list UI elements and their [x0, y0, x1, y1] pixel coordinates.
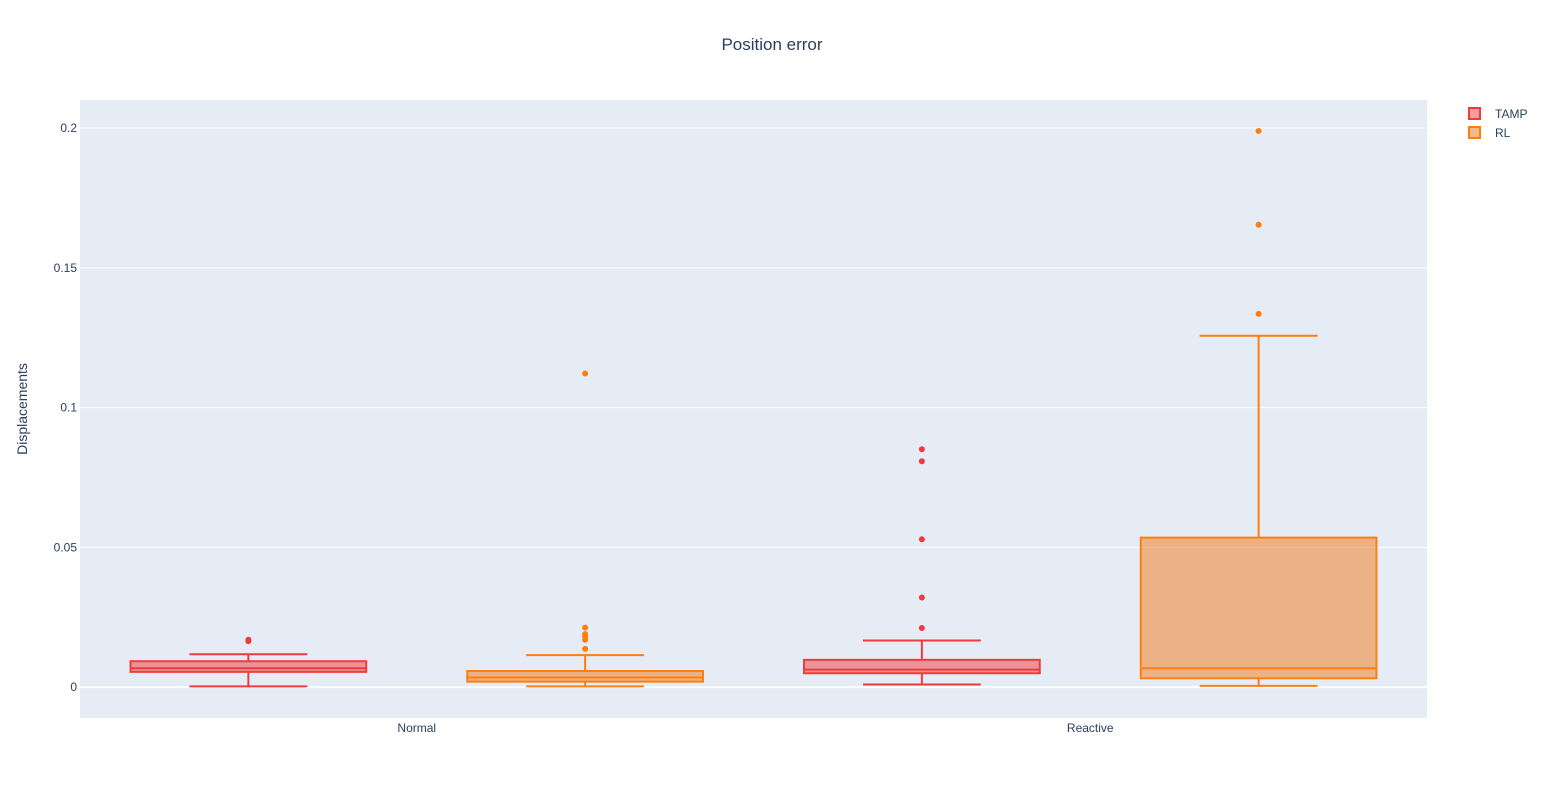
- outlier-point: [245, 636, 252, 643]
- box-body: [803, 658, 1041, 675]
- box-tamp-normal: [129, 636, 368, 688]
- x-axis-ticks: Normal Reactive: [397, 721, 1114, 735]
- chart-title: Position error: [721, 35, 822, 54]
- box-rl-reactive: [1139, 128, 1378, 687]
- outlier-point: [918, 624, 925, 631]
- box-body: [129, 660, 368, 673]
- y-axis-ticks: 0 0.05 0.1 0.15 0.2: [54, 121, 78, 694]
- box-body: [466, 670, 704, 683]
- legend-swatch-rl: [1468, 126, 1481, 139]
- outlier-point: [582, 645, 589, 652]
- outlier-point: [1255, 310, 1262, 317]
- series-rl: [466, 128, 1378, 688]
- y-tick-label: 0.05: [54, 540, 78, 554]
- outlier-point: [918, 594, 925, 601]
- outlier-point: [918, 458, 925, 465]
- y-axis-title: Displacements: [14, 363, 30, 455]
- box-traces: [129, 128, 1378, 688]
- y-tick-label: 0: [70, 680, 77, 694]
- x-tick-label: Reactive: [1067, 721, 1114, 735]
- outlier-point: [1255, 221, 1262, 228]
- outlier-point: [918, 446, 925, 453]
- legend-label-tamp: TAMP: [1495, 107, 1527, 121]
- outlier-point: [918, 536, 925, 543]
- legend: TAMP RL: [1468, 107, 1527, 140]
- series-tamp: [129, 446, 1041, 688]
- box-rl-normal: [466, 370, 704, 688]
- box-tamp-reactive: [803, 446, 1041, 686]
- legend-swatch-tamp: [1468, 107, 1481, 120]
- legend-label-rl: RL: [1495, 126, 1511, 140]
- outlier-point: [1255, 128, 1262, 135]
- outlier-point: [582, 631, 589, 638]
- outlier-point: [582, 370, 589, 377]
- box-body: [1139, 536, 1378, 680]
- outlier-point: [582, 624, 589, 631]
- y-tick-label: 0.2: [60, 121, 77, 135]
- y-tick-label: 0.15: [54, 261, 78, 275]
- x-tick-label: Normal: [397, 721, 436, 735]
- y-tick-label: 0.1: [60, 401, 77, 415]
